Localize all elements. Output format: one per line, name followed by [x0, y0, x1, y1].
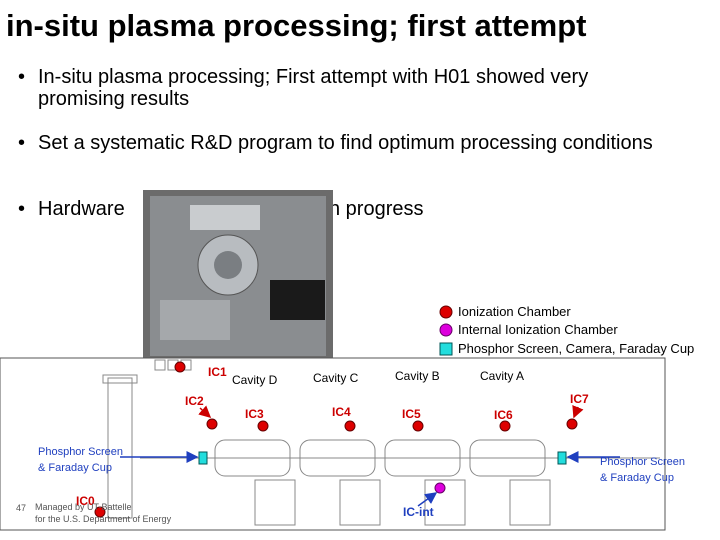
chamber-labels: IC1 IC2 IC3 IC4 IC5 IC6 IC7 IC0 IC-int — [76, 365, 589, 519]
screen-label-line: Phosphor Screen — [600, 456, 685, 468]
screen-label: Phosphor Screen & Faraday Cup — [38, 446, 123, 474]
bullet: In-situ plasma processing; First attempt… — [18, 66, 678, 110]
bullet: Hardware n progress — [18, 198, 678, 220]
chamber-label: IC4 — [332, 405, 351, 419]
legend-label: Ionization Chamber — [458, 304, 571, 319]
screen-label-line: Phosphor Screen — [38, 446, 123, 458]
cavity-label: Cavity A — [480, 369, 524, 383]
footer: 47 Managed by UT-Battelle for the U.S. D… — [16, 502, 172, 524]
legend-label: Phosphor Screen, Camera, Faraday Cup — [458, 341, 694, 356]
screen-labels: Phosphor Screen & Faraday Cup Phosphor Sc… — [38, 446, 685, 484]
chamber-label: IC2 — [185, 394, 204, 408]
arrows — [120, 405, 620, 507]
chamber-label: IC3 — [245, 407, 264, 421]
slide-title: in-situ plasma processing; first attempt — [6, 8, 587, 43]
chamber-label: IC0 — [76, 494, 95, 508]
diagram-frame — [0, 357, 666, 531]
chamber-label: IC5 — [402, 407, 421, 421]
chamber-markers — [94, 361, 578, 518]
photo — [143, 190, 333, 365]
screen-label-line: & Faraday Cup — [38, 462, 112, 474]
bullet-part: Hardware — [38, 198, 125, 220]
cavity-label: Cavity C — [313, 371, 359, 385]
chamber-label: IC1 — [208, 365, 227, 379]
bullet-part: n progress — [329, 198, 424, 220]
bullet: Set a systematic R&D program to find opt… — [18, 132, 678, 154]
chamber-label: IC7 — [570, 392, 589, 406]
cavity-labels: Cavity D Cavity C Cavity B Cavity A — [232, 369, 524, 387]
footer-text: Managed by UT-Battelle — [35, 502, 132, 512]
footer-text: for the U.S. Department of Energy — [35, 514, 172, 524]
legend-label: Internal Ionization Chamber — [458, 322, 618, 337]
cavity-label: Cavity D — [232, 373, 278, 387]
screen-label-line: & Faraday Cup — [600, 472, 674, 484]
cavity-label: Cavity B — [395, 369, 440, 383]
legend: Ionization Chamber Internal Ionization C… — [439, 304, 694, 356]
page-number: 47 — [16, 503, 26, 513]
chamber-label: IC6 — [494, 408, 513, 422]
chamber-label: IC-int — [403, 505, 434, 519]
screen-label: Phosphor Screen & Faraday Cup — [600, 456, 685, 484]
